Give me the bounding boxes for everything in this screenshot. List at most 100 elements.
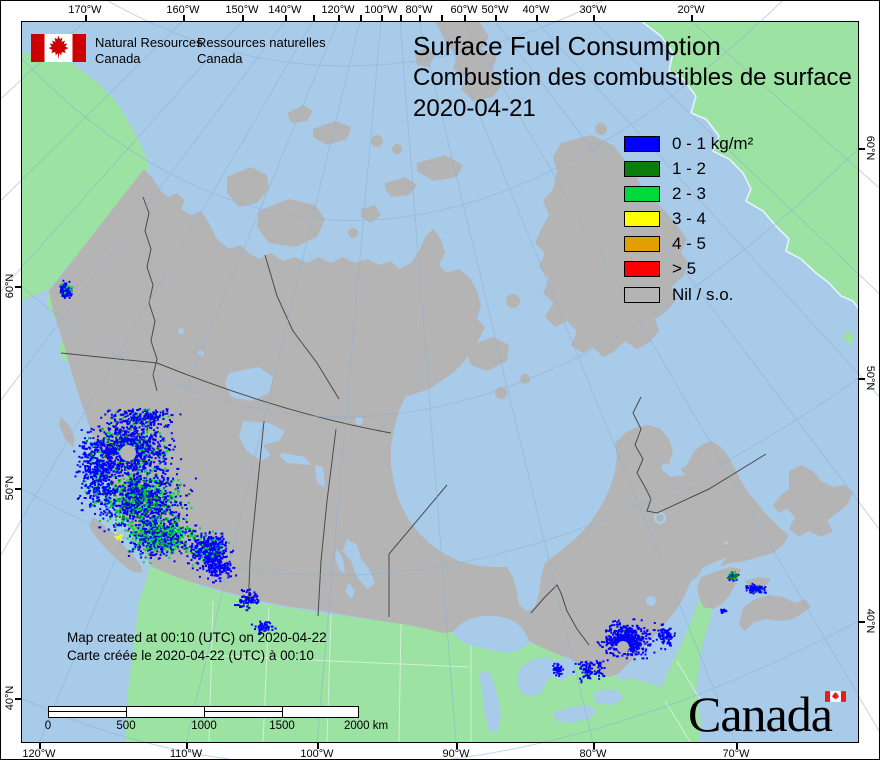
legend-row: 0 - 1 kg/m²	[624, 131, 753, 156]
scale-bar-segment	[205, 711, 283, 712]
prince-charles-island	[506, 294, 520, 308]
mb-on-border	[388, 484, 448, 617]
arctic-island	[371, 135, 383, 147]
dept-name-french: Ressources naturelles Canada	[197, 35, 326, 67]
tick-mark-top	[338, 15, 340, 21]
legend-label: 0 - 1 kg/m²	[672, 133, 754, 153]
on-qc-border	[530, 584, 590, 646]
legend-label: 1 - 2	[672, 158, 707, 178]
haida-gwaii-island	[59, 417, 75, 447]
scale-label: 1500	[269, 720, 295, 732]
latitude-label-right: 60°N	[864, 135, 876, 161]
usa-landmass	[125, 566, 713, 743]
legend-row: Nil / s.o.	[624, 282, 733, 307]
bc-yukon-border	[60, 352, 158, 364]
scale-label: 0	[44, 720, 52, 732]
lake-michigan	[479, 671, 501, 733]
longitude-label-bottom: 80°W	[579, 748, 607, 760]
arctic-island	[348, 228, 358, 238]
legend-label: 2 - 3	[672, 183, 707, 203]
tick-mark-top	[441, 15, 443, 21]
lake-erie	[553, 705, 597, 723]
longitude-label-top: 80°W	[405, 4, 433, 16]
longitude-label-bottom: 100°W	[300, 748, 334, 760]
bylot-island	[595, 123, 607, 135]
tick-mark-top	[495, 15, 497, 21]
tick-mark-left	[15, 488, 21, 490]
smallwood-reservoir	[661, 463, 685, 477]
small-lake	[355, 417, 363, 425]
sk-mb-border	[317, 428, 337, 617]
lake-huron	[517, 657, 559, 697]
legend-swatch-0-1	[624, 135, 660, 152]
longitude-label-bottom: 70°W	[722, 748, 750, 760]
created-text-fr: Carte créée le 2020-04-22 (UTC) à 00:10	[67, 648, 314, 663]
longitude-label-top: 30°W	[579, 4, 607, 16]
qc-nl-border	[632, 396, 767, 514]
tick-mark-bottom	[39, 743, 41, 749]
tick-mark-bottom	[456, 743, 458, 749]
canada-wordmark: Canada	[688, 686, 833, 742]
longitude-label-top: 60°W	[450, 4, 478, 16]
newfoundland-island	[773, 465, 853, 537]
tick-mark-top	[400, 15, 402, 21]
tick-mark-top	[381, 15, 383, 21]
legend-row: 1 - 2	[624, 156, 706, 181]
longitude-label-bottom: 90°W	[442, 748, 470, 760]
dept-fr-line2: Canada	[197, 51, 243, 66]
scale-label: 2000 km	[343, 720, 389, 732]
legend-label: > 5	[672, 258, 697, 278]
scale-label: 500	[116, 720, 136, 732]
lake-manitoba	[345, 583, 355, 599]
dept-en-line2: Canada	[95, 51, 141, 66]
map-created-caption: Map created at 00:10 (UTC) on 2020-04-22…	[67, 629, 327, 665]
tick-mark-top	[593, 15, 595, 21]
lac-saint-jean	[646, 596, 656, 606]
tick-mark-top	[419, 15, 421, 21]
map-title-fr: Combustion des combustibles de surface	[413, 64, 852, 91]
nwt-nunavut-border	[264, 254, 340, 400]
latitude-label-right: 50°N	[864, 365, 876, 391]
anticosti-island	[719, 521, 751, 531]
lake-ontario	[593, 689, 623, 705]
lake-athabasca	[279, 453, 311, 465]
somerset-island	[385, 177, 417, 197]
data-gap-layer	[120, 445, 629, 653]
tick-mark-bottom	[186, 743, 188, 749]
legend-row: > 5	[624, 256, 696, 281]
dept-fr-line1: Ressources naturelles	[197, 35, 326, 50]
longitude-label-top: 20°W	[677, 4, 705, 16]
longitude-label-top: 100°W	[364, 4, 398, 16]
legend-label: Nil / s.o.	[672, 284, 734, 304]
tick-mark-right	[859, 148, 865, 150]
melville-island	[313, 121, 351, 145]
map-title-en: Surface Fuel Consumption	[413, 31, 721, 61]
legend-swatch-gt5	[624, 260, 660, 277]
alaska-landmass	[21, 53, 149, 301]
manicouagan-reservoir	[653, 511, 667, 525]
longitude-label-top: 170°W	[68, 4, 102, 16]
tick-mark-top	[183, 15, 185, 21]
tick-mark-top	[360, 15, 362, 21]
longitude-label-bottom: 110°W	[169, 748, 203, 760]
tick-mark-top	[85, 15, 87, 21]
greenland-landmass	[638, 20, 860, 312]
tick-mark-bottom	[736, 743, 738, 749]
legend-row: 4 - 5	[624, 231, 706, 256]
gaspe-peninsula	[665, 543, 739, 575]
map-frame	[21, 21, 859, 743]
longitude-label-top: 50°W	[481, 4, 509, 16]
longitude-label-top: 140°W	[268, 4, 302, 16]
devon-island	[417, 155, 463, 181]
scale-bar-divider	[204, 707, 205, 717]
territorial-60n-border	[156, 362, 392, 434]
arctic-island	[392, 144, 402, 154]
tick-mark-top	[313, 15, 315, 21]
map-title-block: Surface Fuel Consumption Combustion des …	[413, 31, 852, 124]
tick-mark-bottom	[593, 743, 595, 749]
nrcan-signature: Natural Resources Canada	[31, 34, 203, 67]
map-date: 2020-04-21	[413, 95, 536, 122]
lake-winnipegosis	[335, 549, 345, 573]
